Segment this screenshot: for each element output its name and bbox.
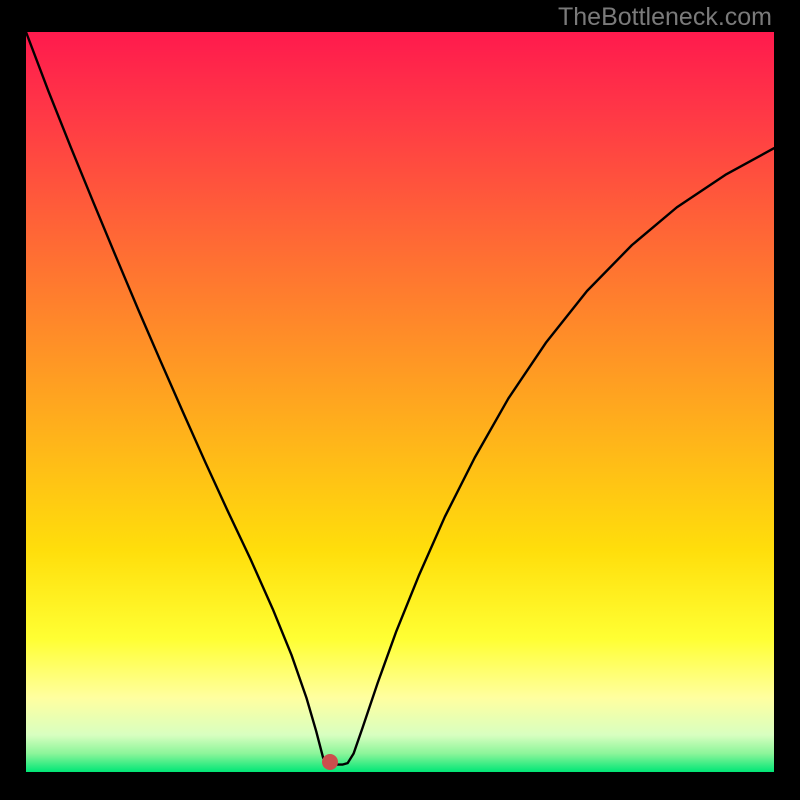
chart-container: TheBottleneck.com [0,0,800,800]
bottleneck-curve [26,32,774,765]
minimum-marker [322,754,338,770]
plot-area [26,32,774,772]
curve-svg [26,32,774,772]
watermark-text: TheBottleneck.com [558,3,772,32]
